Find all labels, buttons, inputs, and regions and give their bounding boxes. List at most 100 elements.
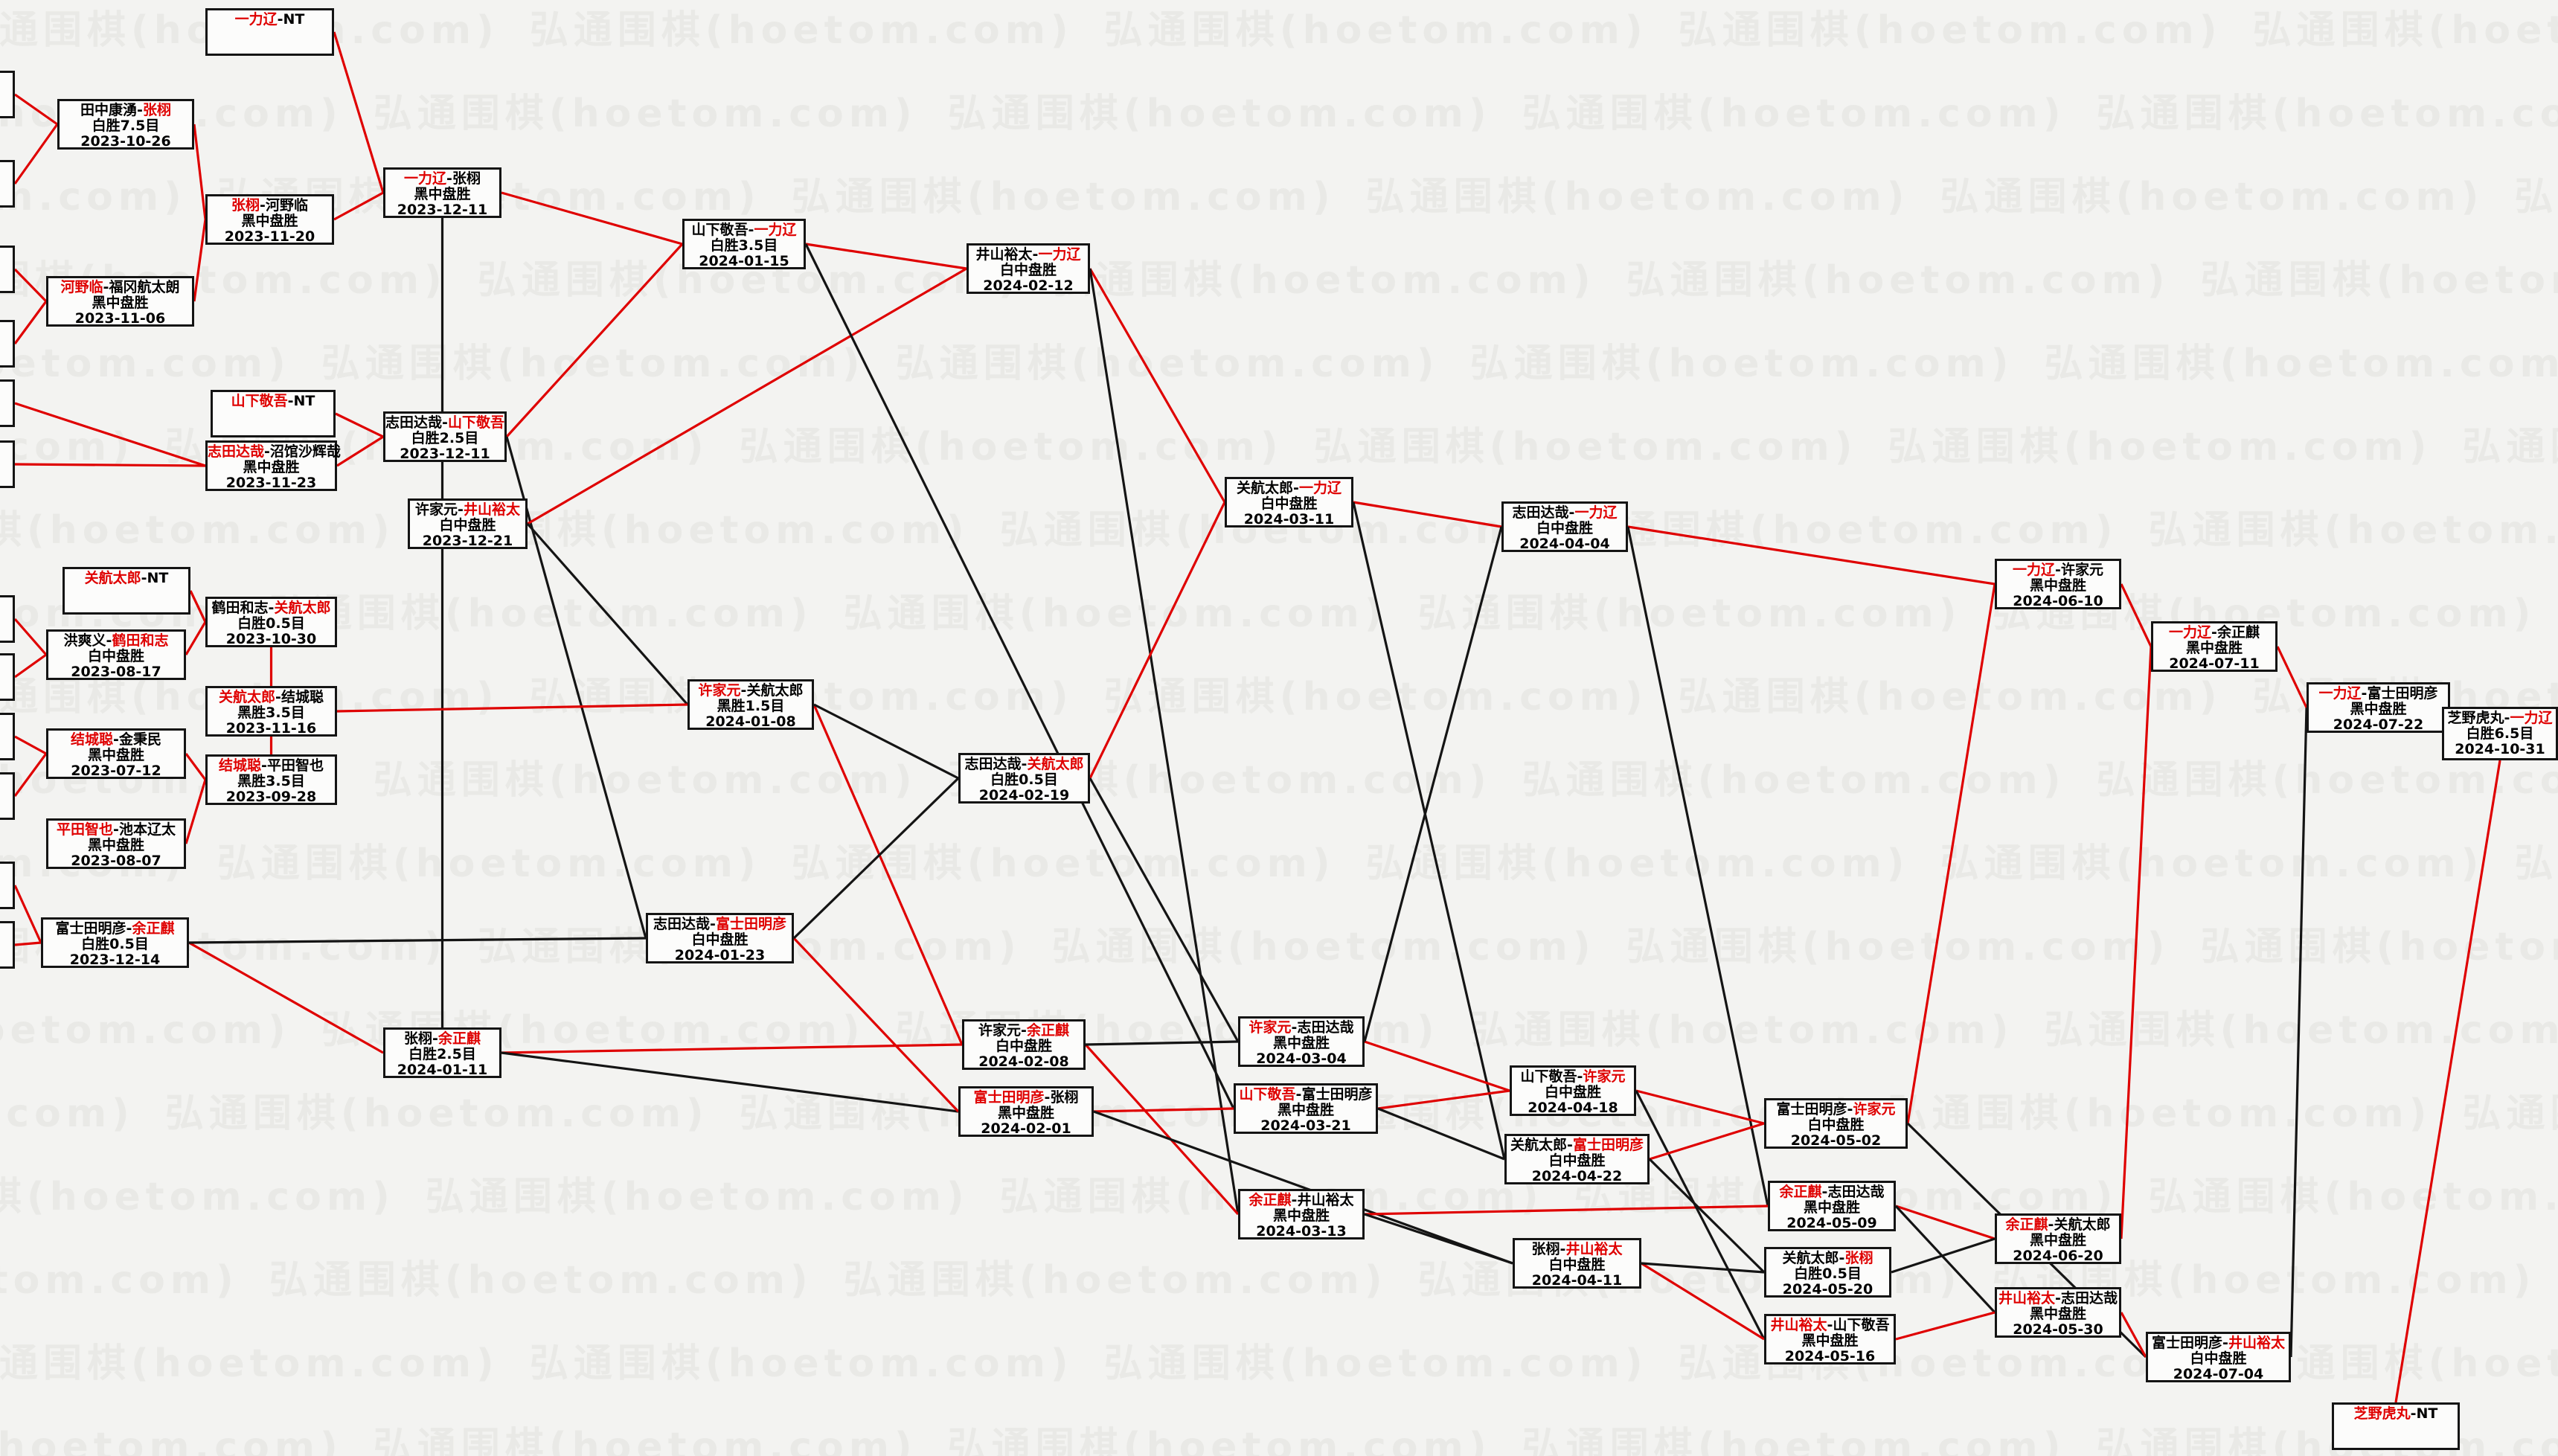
winner-name: 结城聪 <box>219 757 262 774</box>
game-box[interactable]: 志田达哉-一力辽 白中盘胜 2024-04-04 <box>1501 501 1628 552</box>
result-text: 白中盘胜 <box>1807 1117 1865 1133</box>
winner-path-line <box>13 618 48 656</box>
game-box[interactable]: 富士田明彦-井山裕太 白中盘胜 2024-07-04 <box>2146 1332 2291 1382</box>
matchup-players: 志田达哉-沼馆沙辉哉 <box>208 443 341 460</box>
seed-box[interactable]: 山下敬吾-NT <box>211 390 336 437</box>
result-text: 白中盘胜 <box>2190 1350 2247 1367</box>
loser-name: 张栩 <box>404 1030 433 1047</box>
game-box[interactable]: 志田达哉-富士田明彦 白中盘胜 2024-01-23 <box>646 913 794 963</box>
result-text: 白中盘胜 <box>1548 1152 1606 1169</box>
game-box[interactable]: 志田达哉-山下敬吾 白胜2.5目 2023-12-11 <box>383 411 507 462</box>
game-box[interactable]: 富士田明彦-许家元 白中盘胜 2024-05-02 <box>1764 1098 1908 1149</box>
game-box[interactable]: 结城聪-金秉民 黑中盘胜 2023-07-12 <box>46 728 186 779</box>
loser-name: 山下敬吾 <box>1833 1317 1890 1333</box>
game-box[interactable]: 许家元-关航太郎 黑胜1.5目 2024-01-08 <box>687 679 814 730</box>
game-box[interactable]: 一力辽-余正麒 黑中盘胜 2024-07-11 <box>2151 621 2277 672</box>
game-box[interactable]: 关航太郎-结城聪 黑胜3.5目 2023-11-16 <box>205 686 337 737</box>
game-box[interactable]: 富士田明彦-张栩 黑中盘胜 2024-02-01 <box>958 1086 1094 1137</box>
winner-name: 富士田明彦 <box>715 916 786 932</box>
game-box[interactable]: 鹤田和志-关航太郎 白胜0.5目 2023-10-30 <box>205 597 337 647</box>
loser-path-line <box>1352 501 1506 1160</box>
game-box[interactable]: 富士田明彦-余正麒 白胜0.5目 2023-12-14 <box>41 917 189 968</box>
game-box[interactable]: 志田达哉-沼馆沙辉哉 黑中盘胜 2023-11-23 <box>205 440 341 491</box>
matchup-players: 张栩-余正麒 <box>404 1030 481 1047</box>
winner-path-line <box>185 621 207 655</box>
date-text: 2024-10-31 <box>2455 741 2545 757</box>
game-box[interactable]: 一力辽-张栩 黑中盘胜 2023-12-11 <box>383 167 501 218</box>
cutoff-box <box>0 862 15 909</box>
game-box[interactable]: 张栩-河野临 黑中盘胜 2023-11-20 <box>205 194 334 245</box>
game-box[interactable]: 结城聪-平田智也 黑胜3.5目 2023-09-28 <box>205 754 337 805</box>
winner-name: 一力辽 <box>2169 624 2212 641</box>
date-text: 2023-12-21 <box>422 533 513 549</box>
game-box[interactable]: 张栩-余正麒 白胜2.5目 2024-01-11 <box>383 1027 501 1078</box>
loser-name: NT <box>293 393 315 409</box>
loser-name: NT <box>283 11 305 28</box>
date-text: 2024-02-19 <box>978 787 1070 804</box>
seed-box[interactable]: 一力辽-NT <box>205 8 334 56</box>
matchup-players: 井山裕太-志田达哉 <box>1998 1290 2118 1306</box>
seed-box[interactable]: 芝野虎丸-NT <box>2332 1402 2460 1450</box>
game-box[interactable]: 余正麒-井山裕太 黑中盘胜 2024-03-13 <box>1238 1189 1365 1239</box>
loser-name: 河野临 <box>265 197 308 214</box>
game-box[interactable]: 一力辽-富士田明彦 黑中盘胜 2024-07-22 <box>2307 682 2450 733</box>
winner-path-line <box>1364 1205 1769 1216</box>
result-text: 黑中盘胜 <box>997 1105 1054 1121</box>
winner-name: 关航太郎 <box>84 570 141 586</box>
game-box[interactable]: 河野临-福冈航太朗 黑中盘胜 2023-11-06 <box>46 276 194 327</box>
result-text: 黑中盘胜 <box>414 186 471 202</box>
winner-path-line <box>1649 1122 1765 1161</box>
game-box[interactable]: 关航太郎-一力辽 白中盘胜 2024-03-11 <box>1225 477 1353 527</box>
game-box[interactable]: 芝野虎丸-一力辽 白胜6.5目 2024-10-31 <box>2442 707 2558 760</box>
matchup-players: 富士田明彦-井山裕太 <box>2152 1335 2285 1351</box>
result-text: 黑中盘胜 <box>2350 701 2407 717</box>
game-box[interactable]: 井山裕太-一力辽 白中盘胜 2024-02-12 <box>967 243 1090 294</box>
game-box[interactable]: 一力辽-许家元 黑中盘胜 2024-06-10 <box>1995 559 2121 609</box>
loser-name: 余正麒 <box>2216 624 2260 641</box>
winner-name: 鹤田和志 <box>112 632 169 649</box>
date-text: 2024-05-20 <box>1782 1281 1873 1298</box>
loser-path-line <box>1891 1237 1996 1274</box>
result-text: 黑胜3.5目 <box>237 705 305 721</box>
cutoff-box <box>0 713 15 760</box>
matchup-players: 余正麒-井山裕太 <box>1248 1192 1354 1208</box>
game-box[interactable]: 余正麒-志田达哉 黑中盘胜 2024-05-09 <box>1768 1181 1896 1231</box>
game-box[interactable]: 许家元-余正麒 白中盘胜 2024-02-08 <box>962 1019 1086 1070</box>
game-box[interactable]: 田中康湧-张栩 白胜7.5目 2023-10-26 <box>57 99 194 150</box>
game-box[interactable]: 志田达哉-关航太郎 白胜0.5目 2024-02-19 <box>958 753 1090 804</box>
result-text: 黑中盘胜 <box>87 747 144 763</box>
game-box[interactable]: 许家元-井山裕太 白中盘胜 2023-12-21 <box>408 498 528 549</box>
winner-path-line <box>812 704 964 1045</box>
winner-path-line <box>333 191 384 221</box>
matchup-players: 张栩-井山裕太 <box>1531 1241 1623 1257</box>
game-box[interactable]: 井山裕太-志田达哉 黑中盘胜 2024-05-30 <box>1995 1287 2121 1338</box>
winner-name: 井山裕太 <box>2228 1335 2285 1351</box>
winner-path-line <box>2120 1312 2147 1358</box>
game-box[interactable]: 井山裕太-山下敬吾 黑中盘胜 2024-05-16 <box>1764 1314 1896 1364</box>
game-box[interactable]: 山下敬吾-许家元 白中盘胜 2024-04-18 <box>1510 1065 1636 1116</box>
loser-path-line <box>1626 526 1769 1207</box>
date-text: 2024-05-02 <box>1790 1132 1882 1149</box>
game-box[interactable]: 关航太郎-张栩 白胜0.5目 2024-05-20 <box>1764 1247 1891 1298</box>
matchup-players: 关航太郎-NT <box>84 570 169 586</box>
winner-name: 一力辽 <box>404 170 447 187</box>
game-box[interactable]: 洪爽义-鹤田和志 白中盘胜 2023-08-17 <box>46 629 186 680</box>
game-box[interactable]: 张栩-井山裕太 白中盘胜 2024-04-11 <box>1513 1238 1641 1289</box>
game-box[interactable]: 余正麒-关航太郎 黑中盘胜 2024-06-20 <box>1995 1213 2121 1264</box>
winner-path-line <box>193 219 207 302</box>
winner-path-line <box>2394 760 2501 1403</box>
matchup-players: 芝野虎丸-一力辽 <box>2447 710 2553 726</box>
watermark-text: 弘通围棋(hoetom.com) 弘通围棋(hoetom.com) 弘通围棋(h… <box>0 8 2558 53</box>
game-box[interactable]: 山下敬吾-富士田明彦 黑中盘胜 2024-03-21 <box>1234 1083 1378 1134</box>
loser-path-line <box>792 777 960 940</box>
result-text: 黑中盘胜 <box>241 213 298 229</box>
game-box[interactable]: 山下敬吾-一力辽 白胜3.5目 2024-01-15 <box>682 219 806 269</box>
game-box[interactable]: 平田智也-池本辽太 黑中盘胜 2023-08-07 <box>46 818 186 869</box>
game-box[interactable]: 关航太郎-富士田明彦 白中盘胜 2024-04-22 <box>1504 1134 1650 1184</box>
matchup-players: 余正麒-志田达哉 <box>1779 1184 1885 1200</box>
loser-path-line <box>1648 1158 1766 1274</box>
game-box[interactable]: 许家元-志田达哉 黑中盘胜 2024-03-04 <box>1238 1016 1365 1067</box>
seed-box[interactable]: 关航太郎-NT <box>62 567 190 615</box>
winner-name: 许家元 <box>1853 1101 1896 1117</box>
watermark-text: 弘通围棋(hoetom.com) 弘通围棋(hoetom.com) 弘通围棋(h… <box>0 92 2558 136</box>
